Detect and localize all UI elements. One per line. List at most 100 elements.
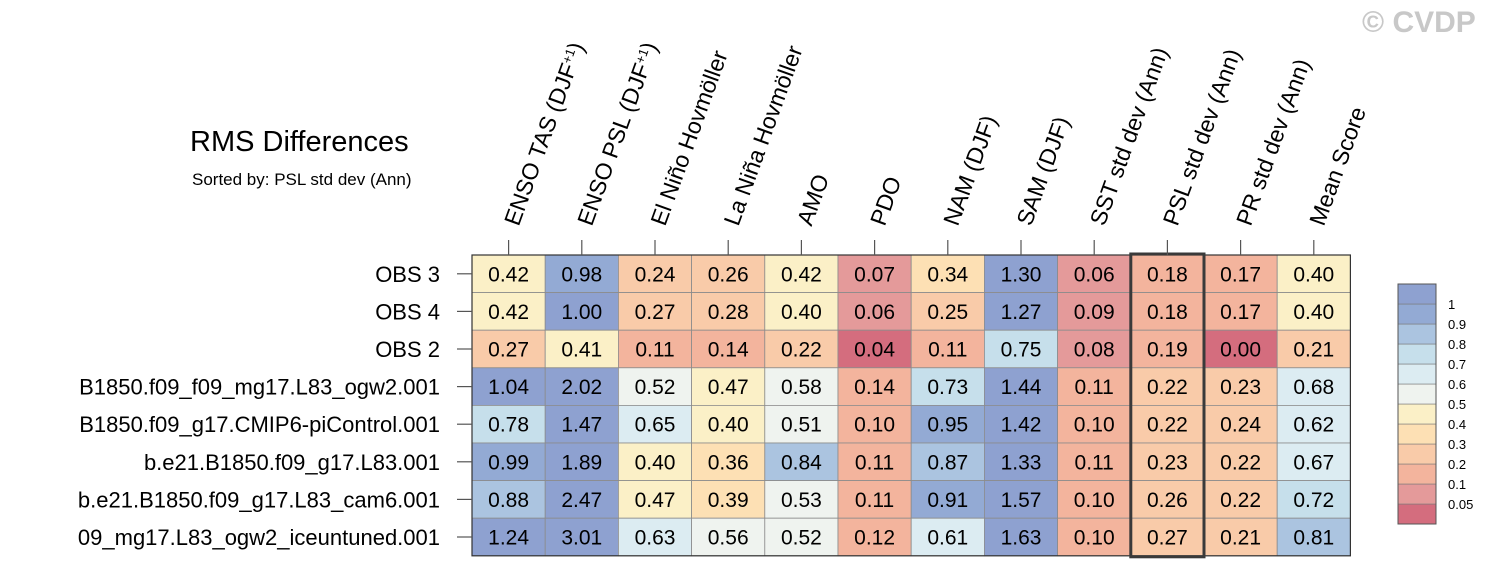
heatmap-cell — [471, 442, 546, 481]
cell-value: 0.06 — [854, 301, 895, 324]
row-label: OBS 4 — [375, 299, 440, 324]
heatmap-cell — [1203, 480, 1278, 519]
colorbar-segment — [1397, 343, 1437, 365]
row-label: B1850.f09_f09_mg17.L83_ogw2.001 — [79, 375, 440, 400]
heatmap-cell — [837, 292, 912, 331]
heatmap-cell — [544, 442, 619, 481]
cell-value: 0.14 — [708, 339, 749, 362]
cell-value: 0.40 — [635, 451, 676, 474]
colorbar-tick-label: 1 — [1448, 297, 1455, 312]
cell-value: 0.53 — [781, 489, 822, 512]
cell-value: 0.95 — [927, 414, 968, 437]
cell-value: 0.26 — [1147, 489, 1188, 512]
cell-value: 0.27 — [1147, 527, 1188, 550]
cell-value: 0.21 — [1293, 339, 1334, 362]
cell-value: 1.00 — [561, 301, 602, 324]
cell-value: 0.56 — [708, 527, 749, 550]
colorbar-segment — [1397, 383, 1437, 405]
heatmap-cell — [618, 329, 693, 369]
cell-value: 0.23 — [1220, 376, 1261, 399]
heatmap-frame — [471, 254, 1352, 557]
colorbar: 1 0.9 0.8 0.7 0.6 0.5 0.4 0.3 0.2 0.1 0.05 — [1397, 283, 1473, 525]
colorbar-tick-label: 0.5 — [1448, 397, 1466, 412]
colorbar-segment — [1397, 303, 1437, 325]
column-label: Mean Score — [1304, 103, 1371, 228]
column-label: La Niña Hovmöller — [718, 42, 807, 229]
cell-value: 0.39 — [708, 489, 749, 512]
heatmap-cell — [1057, 442, 1132, 481]
colorbar-tick-label: 0.1 — [1448, 477, 1466, 492]
heatmap-cell — [1057, 329, 1132, 369]
colorbar-frame — [1397, 283, 1437, 525]
cell-value: 0.47 — [708, 376, 749, 399]
cell-value: 0.22 — [1147, 414, 1188, 437]
cell-value: 0.25 — [927, 301, 968, 324]
chart-title: RMS Differences — [190, 126, 409, 158]
cell-value: 0.91 — [927, 489, 968, 512]
cell-value: 0.06 — [1074, 263, 1115, 286]
cell-value: 0.22 — [1147, 376, 1188, 399]
heatmap-cell — [910, 367, 985, 406]
cell-value: 0.27 — [635, 301, 676, 324]
column-label: SAM (DJF) — [1011, 113, 1074, 229]
heatmap-cell — [1203, 367, 1278, 406]
colorbar-segment — [1397, 363, 1437, 385]
cell-value: 0.75 — [1001, 339, 1042, 362]
heatmap-cell — [837, 442, 912, 481]
heatmap-cell — [691, 480, 766, 519]
heatmap-cell — [691, 404, 766, 444]
cell-value: 0.00 — [1220, 339, 1261, 362]
cell-value: 0.40 — [1293, 301, 1334, 324]
colorbar-tick-label: 0.05 — [1448, 497, 1473, 512]
cell-value: 0.11 — [855, 489, 894, 512]
row-label: OBS 2 — [375, 337, 440, 362]
colorbar-segment — [1397, 483, 1437, 505]
cell-value: 0.19 — [1147, 339, 1188, 362]
cell-value: 0.40 — [1293, 263, 1334, 286]
cell-value: 1.27 — [1001, 301, 1042, 324]
cell-value: 0.68 — [1293, 376, 1334, 399]
cell-value: 0.23 — [1147, 451, 1188, 474]
row-label: OBS 3 — [375, 262, 440, 287]
heatmap-cell — [1203, 517, 1278, 557]
cell-value: 0.67 — [1293, 451, 1334, 474]
row-label: b.e21.B1850.f09_g17.L83_cam6.001 — [78, 487, 440, 512]
heatmap-cell — [764, 292, 839, 331]
cell-value: 0.36 — [708, 451, 749, 474]
cell-value: 0.11 — [1075, 376, 1114, 399]
heatmap-cell — [544, 254, 619, 293]
cell-value: 0.63 — [635, 527, 676, 550]
heatmap-cell — [837, 480, 912, 519]
cell-value: 0.84 — [781, 451, 822, 474]
heatmap-cell — [1130, 442, 1205, 481]
cell-value: 0.99 — [488, 451, 529, 474]
colorbar-segment — [1397, 323, 1437, 345]
colorbar-segment — [1397, 283, 1437, 305]
cell-value: 0.41 — [561, 339, 602, 362]
heatmap-cell — [764, 367, 839, 406]
colorbar-tick-label: 0.6 — [1448, 377, 1466, 392]
heatmap-cell — [837, 404, 912, 444]
cell-value: 0.18 — [1147, 301, 1188, 324]
cell-value: 1.24 — [488, 527, 529, 550]
cell-value: 0.11 — [635, 339, 674, 362]
heatmap-cell — [691, 517, 766, 557]
heatmap-cell — [1203, 292, 1278, 331]
colorbar-segment — [1397, 403, 1437, 425]
row-label: B1850.f09_g17.CMIP6-piControl.001 — [79, 412, 440, 437]
heatmap-cell — [471, 367, 546, 406]
cell-value: 0.62 — [1293, 414, 1334, 437]
heatmap-cell — [910, 292, 985, 331]
cell-value: 2.47 — [561, 489, 602, 512]
heatmap-cell — [764, 517, 839, 557]
cell-value: 0.88 — [488, 489, 529, 512]
heatmap-values: 0.42 0.98 0.24 0.26 0.42 0.07 0.34 1.30 0.06 0.18… — [488, 263, 1334, 549]
colorbar-tick-label: 0.2 — [1448, 457, 1466, 472]
cell-value: 0.34 — [927, 263, 968, 286]
heatmap-cell — [1057, 292, 1132, 331]
column-label: ENSO TAS (DJF+1) — [499, 39, 589, 229]
cell-value: 1.44 — [1001, 376, 1042, 399]
column-label: AMO — [792, 171, 834, 229]
cell-value: 0.27 — [488, 339, 529, 362]
heatmap-cell — [471, 404, 546, 444]
